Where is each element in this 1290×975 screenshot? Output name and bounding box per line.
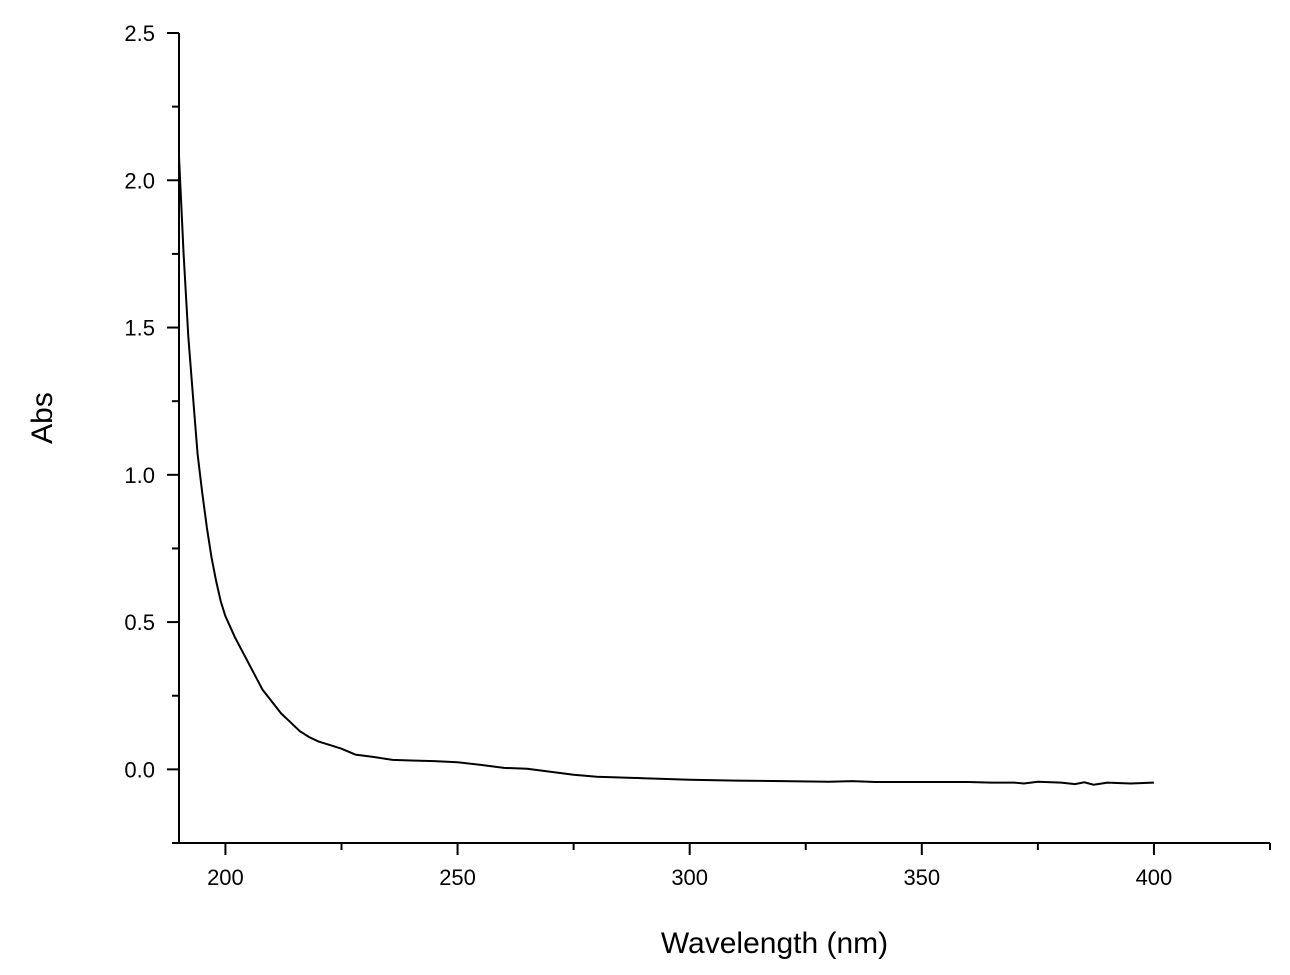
x-tick-label: 400: [1136, 865, 1173, 890]
x-tick-label: 300: [671, 865, 708, 890]
x-tick-label: 250: [439, 865, 476, 890]
x-tick-label: 350: [903, 865, 940, 890]
x-ticks: 200 250 300 350 400: [207, 843, 1271, 890]
y-tick-label: 1.5: [124, 316, 155, 341]
absorbance-line: [178, 156, 1154, 786]
y-tick-label: 1.0: [124, 463, 155, 488]
x-axis-label: Wavelength (nm): [661, 927, 888, 960]
y-tick-label: 0.0: [124, 757, 155, 782]
y-tick-label: 2.5: [124, 21, 155, 46]
y-axis-label: Abs: [26, 392, 59, 444]
y-tick-label: 0.5: [124, 610, 155, 635]
x-tick-label: 200: [207, 865, 244, 890]
y-tick-label: 2.0: [124, 168, 155, 193]
y-ticks: 0.0 0.5 1.0 1.5 2.0 2.5: [124, 21, 179, 844]
